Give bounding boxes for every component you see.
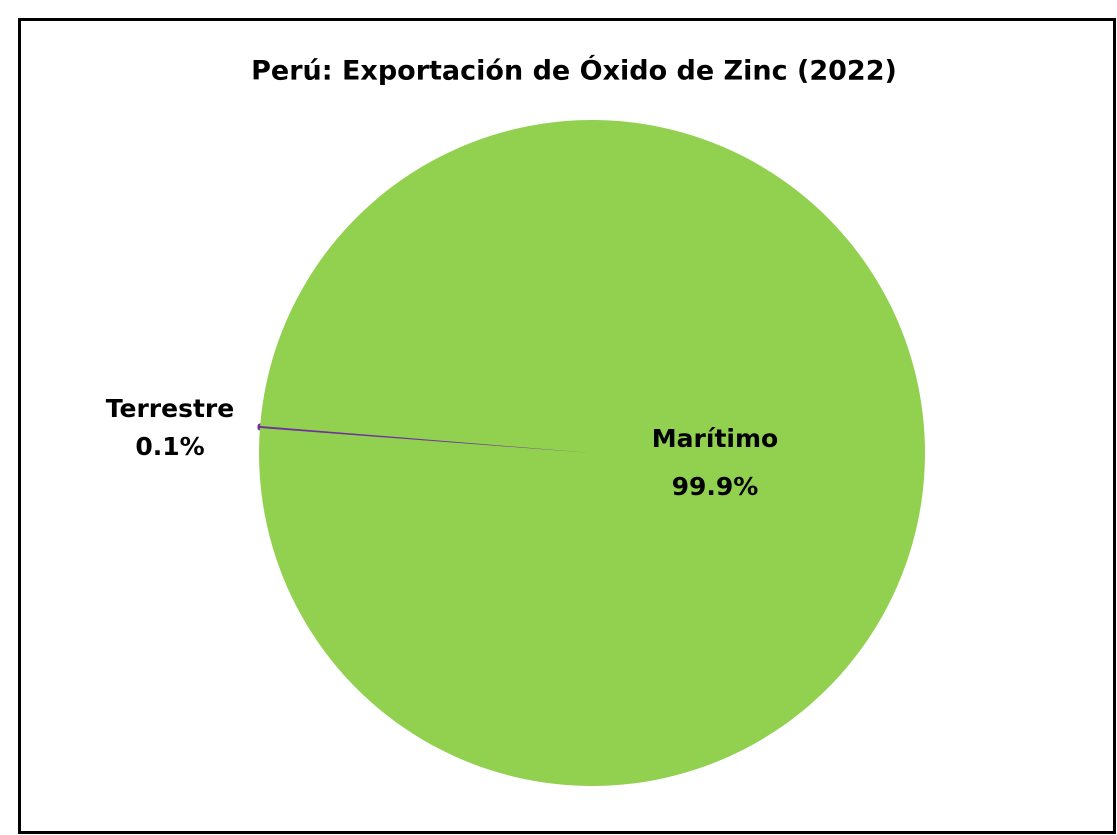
slice-value-label: 99.9% <box>672 472 759 501</box>
pie-slice <box>257 423 595 456</box>
slice-label: Terrestre <box>106 394 234 423</box>
chart-title: Perú: Exportación de Óxido de Zinc (2022… <box>251 55 897 87</box>
pie-slice <box>259 119 926 786</box>
slice-label: Marítimo <box>652 424 778 453</box>
slice-value-label: 0.1% <box>135 432 204 461</box>
